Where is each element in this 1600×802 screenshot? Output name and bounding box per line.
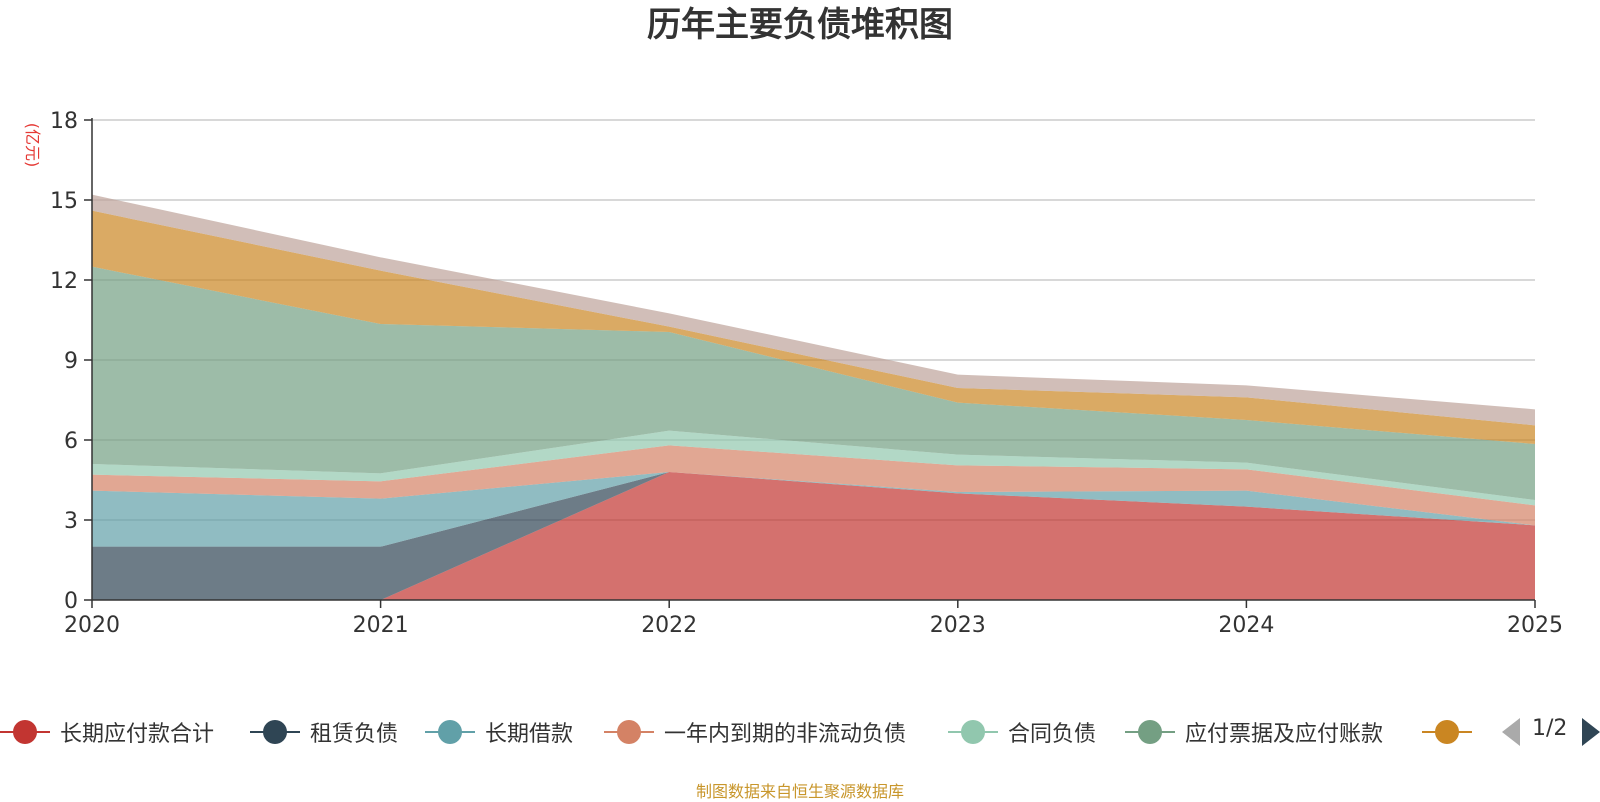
area-series-0[interactable] [92, 472, 1535, 600]
area-series-1[interactable] [92, 472, 1535, 600]
area-series-2[interactable] [92, 472, 1535, 547]
legend-label: 租赁负债 [310, 722, 399, 747]
chart-title: 历年主要负债堆积图 [647, 5, 953, 45]
area-series-6[interactable] [92, 210, 1535, 444]
legend-marker-icon [1422, 712, 1472, 752]
legend-item-3[interactable]: 一年内到期的非流动负债 [604, 712, 906, 752]
y-tick-label: 9 [64, 349, 78, 374]
legend-item-4[interactable]: 合同负债 [948, 712, 1096, 752]
area-series-4[interactable] [92, 430, 1535, 506]
axis-layer: 0 3 6 9 12 15 18 2020 2021 2022 2023 2024 2025 [50, 109, 1563, 638]
y-tick-label: 18 [50, 109, 78, 134]
legend-item-1[interactable]: 租赁负债 [250, 712, 398, 752]
y-axis-unit-label: (亿元) [23, 123, 42, 168]
legend-item-5[interactable]: 应付票据及应付账款 [1125, 712, 1383, 752]
area-series-7[interactable] [92, 194, 1535, 426]
x-tick-label: 2021 [353, 613, 409, 638]
legend-label: 合同负债 [1008, 722, 1097, 747]
x-tick-label: 2023 [930, 613, 986, 638]
legend-marker-icon [1125, 712, 1175, 752]
legend-label: 长期借款 [485, 722, 574, 747]
legend-label: 应付票据及应付账款 [1185, 722, 1384, 747]
legend-marker-icon [0, 712, 50, 752]
legend: 长期应付款合计 租赁负债 长期借款 一年内到期的非流动负债 合同负债 应付票据及应付账款 [0, 712, 1600, 752]
legend-marker-icon [250, 712, 300, 752]
y-tick-label: 0 [64, 589, 78, 614]
y-tick-label: 6 [64, 429, 78, 454]
legend-prev-page-icon[interactable] [1502, 718, 1520, 746]
area-layer [92, 194, 1535, 600]
x-tick-label: 2020 [64, 613, 120, 638]
legend-marker-icon [425, 712, 475, 752]
legend-page-indicator: 1/2 [1532, 716, 1568, 741]
legend-item-6[interactable] [1422, 712, 1472, 752]
x-tick-label: 2025 [1507, 613, 1563, 638]
legend-marker-icon [604, 712, 654, 752]
legend-label: 一年内到期的非流动负债 [664, 722, 907, 747]
area-series-3[interactable] [92, 445, 1535, 526]
legend-item-2[interactable]: 长期借款 [425, 712, 573, 752]
source-note: 制图数据来自恒生聚源数据库 [695, 782, 904, 801]
area-series-5[interactable] [92, 266, 1535, 500]
y-tick-label: 12 [50, 269, 78, 294]
legend-label: 长期应付款合计 [60, 722, 215, 747]
legend-item-0[interactable]: 长期应付款合计 [0, 712, 214, 752]
legend-marker-icon [948, 712, 998, 752]
y-tick-label: 3 [64, 509, 78, 534]
x-tick-label: 2022 [641, 613, 697, 638]
y-tick-label: 15 [50, 189, 78, 214]
legend-next-page-icon[interactable] [1582, 718, 1600, 746]
x-tick-label: 2024 [1218, 613, 1274, 638]
